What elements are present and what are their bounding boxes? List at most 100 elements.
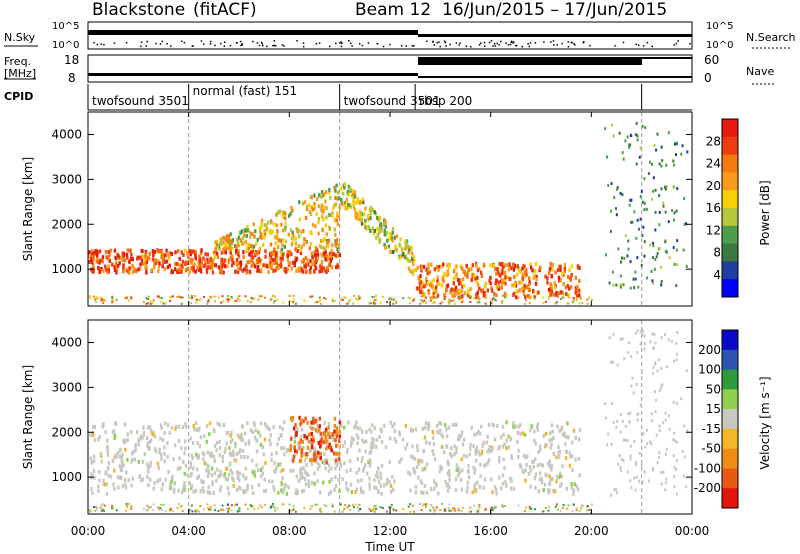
echo-cell (158, 450, 161, 455)
echo-cell (206, 302, 209, 305)
echo-cell (307, 483, 311, 488)
echo-cell (232, 483, 235, 488)
echo-cell (473, 489, 476, 494)
echo-cell (469, 296, 472, 299)
echo-cell (420, 299, 423, 302)
echo-cell (427, 423, 431, 428)
echo-cell (323, 254, 327, 259)
echo-cell (163, 266, 166, 271)
echo-cell (453, 302, 456, 305)
echo-cell (258, 258, 261, 263)
echo-cell (143, 254, 146, 259)
echo-cell (206, 490, 209, 495)
echo-cell (391, 249, 395, 254)
echo-cell (253, 234, 256, 239)
echo-cell (353, 191, 357, 196)
echo-cell (297, 243, 301, 248)
echo-cell (141, 261, 144, 266)
echo-cell (654, 341, 657, 345)
echo-cell (175, 261, 179, 266)
echo-cell (534, 261, 538, 266)
echo-cell (350, 436, 354, 441)
echo-cell (379, 222, 383, 227)
echo-cell (562, 282, 565, 287)
echo-cell (232, 453, 235, 458)
echo-cell (158, 447, 161, 452)
nsearch-dot (140, 41, 143, 43)
echo-cell (328, 212, 331, 217)
echo-cell (631, 376, 634, 380)
echo-cell (354, 297, 357, 300)
echo-cell (288, 252, 291, 257)
echo-cell (411, 271, 415, 276)
echo-cell (193, 294, 196, 297)
echo-cell (149, 428, 153, 433)
echo-cell (105, 255, 109, 260)
echo-cell (435, 289, 438, 294)
echo-cell (673, 185, 676, 189)
echo-cell (250, 485, 254, 490)
echo-cell (643, 254, 646, 258)
echo-cell (324, 431, 327, 436)
echo-cell (207, 506, 210, 509)
echo-cell (461, 299, 464, 302)
echo-cell (586, 298, 589, 301)
echo-cell (369, 445, 373, 450)
echo-cell (321, 228, 325, 233)
echo-cell (96, 297, 99, 300)
echo-cell (539, 462, 542, 467)
echo-cell (209, 296, 212, 299)
echo-cell (290, 436, 293, 441)
echo-cell (522, 453, 526, 458)
echo-cell (540, 477, 544, 482)
echo-cell (352, 204, 356, 209)
echo-cell (333, 416, 337, 421)
echo-cell (269, 260, 272, 265)
echo-cell (291, 260, 295, 265)
echo-cell (395, 300, 398, 303)
echo-cell (461, 294, 464, 299)
echo-cell (229, 246, 232, 251)
echo-cell (98, 469, 101, 474)
echo-cell (651, 256, 654, 260)
echo-cell (441, 301, 444, 304)
echo-cell (146, 436, 149, 441)
nsearch-dot (240, 44, 242, 47)
echo-cell (259, 433, 262, 438)
echo-cell (618, 131, 621, 135)
echo-cell (137, 459, 140, 464)
echo-cell (455, 463, 459, 468)
echo-cell (468, 296, 471, 299)
colorbar-tick-label: -200 (694, 481, 721, 495)
echo-cell (504, 275, 507, 280)
echo-cell (420, 295, 423, 298)
echo-cell (204, 252, 207, 257)
echo-cell (224, 250, 228, 255)
echo-cell (332, 206, 335, 211)
echo-cell (94, 248, 98, 253)
echo-cell (555, 503, 558, 506)
echo-cell (197, 299, 200, 302)
echo-cell (144, 252, 147, 257)
echo-cell (115, 509, 118, 512)
echo-cell (175, 269, 179, 274)
echo-cell (552, 451, 556, 456)
echo-cell (658, 429, 661, 433)
echo-cell (147, 509, 150, 512)
echo-cell (673, 439, 676, 443)
echo-cell (665, 477, 668, 481)
echo-cell (94, 509, 97, 512)
echo-cell (676, 239, 679, 243)
echo-cell (488, 445, 492, 450)
echo-cell (624, 234, 627, 238)
echo-cell (161, 264, 164, 269)
echo-cell (480, 424, 483, 429)
echo-cell (316, 253, 319, 258)
echo-cell (100, 267, 103, 272)
echo-cell (120, 468, 124, 473)
echo-cell (320, 190, 324, 195)
echo-cell (566, 283, 570, 288)
echo-cell (564, 285, 568, 290)
echo-cell (530, 507, 533, 510)
